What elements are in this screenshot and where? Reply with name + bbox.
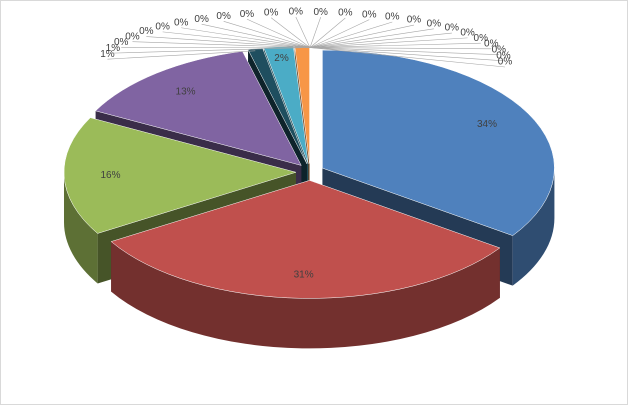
data-labels: 34%31%16%13%1% 2%1%0%0% 0% 0% 0% 0% 0% 0% 0% 0% 0%… — [100, 7, 512, 281]
data-label: 0% — [139, 26, 154, 37]
data-label: 0% — [460, 28, 475, 39]
data-label: 0% — [289, 7, 304, 18]
pie-tops — [63, 45, 555, 299]
data-label: 0% — [492, 44, 507, 55]
data-label: 0% — [385, 12, 400, 23]
leader-line — [309, 17, 321, 48]
slice-side — [111, 241, 500, 349]
leader-line — [309, 47, 499, 55]
leader-line — [309, 28, 434, 48]
leader-line — [309, 21, 393, 48]
data-label: 0% — [114, 37, 129, 48]
leader-line — [295, 16, 311, 48]
data-label: 2% — [274, 53, 289, 64]
data-label: 0% — [445, 23, 460, 34]
data-label: 1% — [106, 43, 121, 54]
leader-line — [107, 50, 256, 60]
data-label: 0% — [125, 31, 140, 42]
data-label: 0% — [194, 14, 209, 25]
data-label: 0% — [474, 33, 489, 44]
data-label: 31% — [294, 269, 314, 280]
leader-line — [246, 18, 311, 48]
data-label: 13% — [176, 86, 196, 97]
slice-side — [64, 172, 98, 284]
leader-line — [309, 42, 481, 48]
leader-line — [181, 27, 311, 48]
data-label: 16% — [100, 170, 120, 181]
slice — [63, 117, 297, 234]
leader-line — [309, 37, 468, 48]
data-label: 0% — [240, 9, 255, 20]
slice — [322, 49, 555, 236]
data-label: 0% — [427, 18, 442, 29]
leader-line — [309, 47, 492, 50]
data-label: 0% — [407, 15, 422, 26]
slice-side — [512, 168, 555, 286]
data-label: 0% — [498, 57, 513, 68]
slice — [110, 180, 501, 299]
leader-line — [270, 17, 311, 48]
leader-line — [309, 47, 506, 68]
slice — [95, 51, 302, 166]
leader-line — [132, 41, 311, 48]
leader-line — [201, 23, 311, 48]
data-label: 0% — [484, 38, 499, 49]
data-label: 34% — [477, 119, 497, 130]
leader-line — [112, 47, 303, 54]
data-label: 0% — [313, 7, 328, 18]
leader-line — [309, 19, 370, 48]
data-label: 0% — [362, 9, 377, 20]
leader-line — [309, 32, 452, 48]
data-label: 0% — [496, 50, 511, 61]
data-label: 0% — [174, 17, 189, 28]
leader-line — [146, 36, 311, 48]
leader-line — [223, 21, 311, 48]
leader-line — [309, 47, 504, 62]
leader-line — [162, 31, 311, 48]
data-label: 0% — [155, 22, 170, 33]
data-label: 1% — [100, 49, 115, 60]
data-label: 0% — [264, 7, 279, 18]
data-label: 0% — [216, 11, 231, 22]
data-label: 0% — [338, 8, 353, 19]
leader-line — [309, 24, 414, 48]
leader-line — [309, 17, 346, 48]
